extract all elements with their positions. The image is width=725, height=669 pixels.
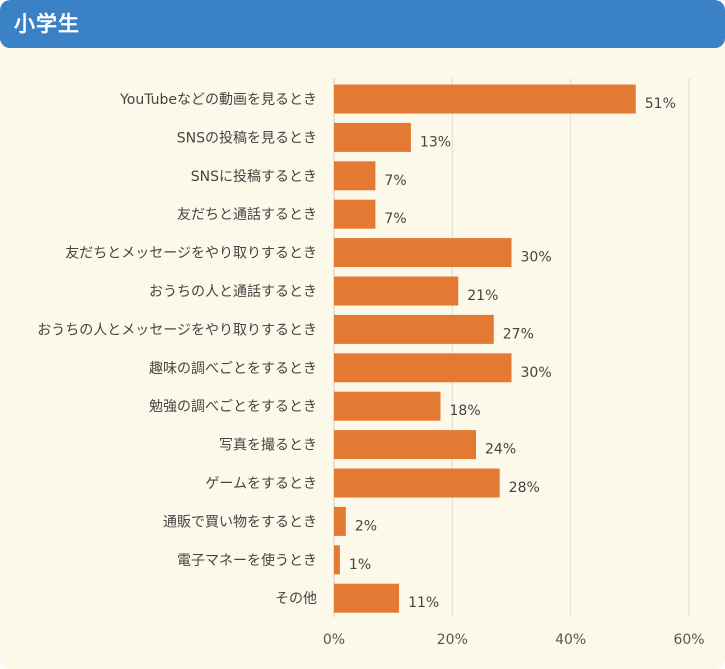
category-label: 勉強の調べごとをするとき [149, 399, 317, 415]
data-label: 24% [485, 442, 516, 458]
data-label: 13% [420, 134, 451, 150]
x-tick-label: 20% [437, 632, 468, 648]
category-label: SNSに投稿するとき [191, 169, 317, 185]
bar [334, 545, 340, 575]
bar [334, 314, 494, 344]
category-label: YouTubeなどの動画を見るとき [119, 92, 317, 108]
category-label: 友だちとメッセージをやり取りするとき [65, 246, 317, 262]
bar [334, 84, 636, 114]
bar [334, 161, 376, 191]
category-label: 友だちと通話するとき [177, 206, 317, 223]
x-tick-label: 0% [323, 632, 345, 648]
data-label: 28% [509, 480, 540, 496]
bar [334, 238, 512, 268]
header-title: 小学生 [14, 12, 80, 36]
category-label: おうちの人とメッセージをやり取りするとき [37, 322, 317, 338]
category-label: SNSの投稿を見るとき [177, 130, 317, 146]
data-label: 11% [408, 595, 439, 611]
bar [334, 353, 512, 383]
category-label: 趣味の調べごとをするとき [149, 361, 317, 377]
category-label: 電子マネーを使うとき [177, 552, 317, 569]
bar [334, 506, 346, 536]
x-tick-label: 40% [555, 632, 586, 648]
bar [334, 276, 459, 306]
x-tick-label: 60% [673, 632, 704, 648]
data-label: 51% [645, 96, 676, 112]
data-label: 18% [450, 403, 481, 419]
bar [334, 122, 411, 152]
data-label: 27% [503, 326, 534, 342]
data-label: 21% [467, 288, 498, 304]
category-label: ゲームをするとき [205, 476, 317, 492]
category-label: その他 [275, 591, 317, 607]
category-label: おうちの人と通話するとき [149, 283, 317, 300]
category-label: 写真を撮るとき [219, 437, 317, 454]
bar [334, 583, 400, 613]
data-label: 30% [521, 250, 552, 266]
data-label: 2% [355, 518, 377, 534]
bar [334, 430, 476, 460]
data-label: 7% [384, 173, 406, 189]
bar [334, 199, 376, 229]
header-bar: 小学生 [0, 0, 725, 48]
bar [334, 391, 441, 421]
data-label: 7% [384, 211, 406, 227]
category-label: 通販で買い物をするとき [163, 514, 317, 530]
data-label: 30% [521, 365, 552, 381]
bar [334, 468, 500, 498]
data-label: 1% [349, 557, 371, 573]
